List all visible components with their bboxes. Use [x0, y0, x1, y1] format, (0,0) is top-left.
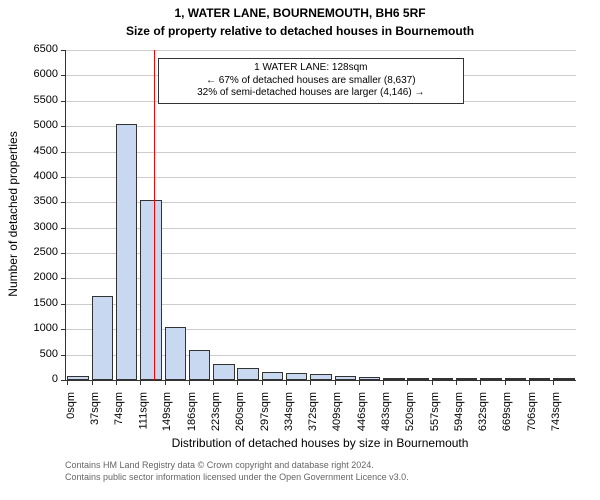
gridline — [66, 152, 576, 153]
x-tick-label: 0sqm — [64, 392, 76, 419]
x-tick-label: 149sqm — [162, 392, 174, 431]
x-tick-label: 37sqm — [89, 392, 101, 425]
x-tick-label: 111sqm — [137, 392, 149, 430]
x-tick-label: 594sqm — [453, 392, 465, 431]
y-tick-label: 3500 — [34, 195, 58, 207]
histogram-bar — [262, 372, 283, 380]
y-tick-label: 5500 — [34, 94, 58, 106]
histogram-bar — [116, 124, 137, 380]
histogram-bar — [286, 373, 307, 380]
histogram-bar — [92, 296, 113, 380]
y-tick-label: 0 — [52, 373, 58, 385]
histogram-bar — [529, 378, 550, 380]
histogram-bar — [383, 378, 404, 380]
y-tick-label: 2000 — [34, 271, 58, 283]
chart-title-line1: 1, WATER LANE, BOURNEMOUTH, BH6 5RF — [0, 6, 600, 20]
annotation-line: 1 WATER LANE: 128sqm — [167, 62, 455, 75]
y-tick-label: 5000 — [34, 119, 58, 131]
histogram-bar — [67, 376, 88, 380]
annotation-line: ← 67% of detached houses are smaller (8,… — [167, 75, 455, 88]
y-tick-label: 6000 — [34, 68, 58, 80]
attribution-text: Contains HM Land Registry data © Crown c… — [65, 460, 409, 483]
y-tick-label: 6500 — [34, 43, 58, 55]
x-axis-label: Distribution of detached houses by size … — [65, 436, 575, 450]
histogram-bar — [213, 364, 234, 380]
x-tick-label: 669sqm — [502, 392, 514, 431]
histogram-bar — [553, 378, 574, 380]
y-axis-label: Number of detached properties — [6, 114, 20, 314]
histogram-bar — [165, 327, 186, 380]
histogram-bar — [310, 374, 331, 380]
gridline — [66, 50, 576, 51]
x-tick-label: 483sqm — [380, 392, 392, 431]
x-tick-label: 260sqm — [234, 392, 246, 431]
gridline — [66, 177, 576, 178]
annotation-line: 32% of semi-detached houses are larger (… — [167, 87, 455, 100]
histogram-bar — [480, 378, 501, 380]
y-tick-label: 1000 — [34, 322, 58, 334]
histogram-bar — [237, 368, 258, 380]
histogram-bar — [456, 378, 477, 380]
x-tick-label: 186sqm — [186, 392, 198, 431]
histogram-bar — [407, 378, 428, 380]
chart-container: 1, WATER LANE, BOURNEMOUTH, BH6 5RF Size… — [0, 0, 600, 500]
chart-title-line2: Size of property relative to detached ho… — [0, 24, 600, 38]
reference-line — [154, 50, 155, 380]
y-tick-label: 4500 — [34, 145, 58, 157]
histogram-bar — [359, 377, 380, 380]
x-tick-label: 706sqm — [526, 392, 538, 431]
plot-area: 0500100015002000250030003500400045005000… — [65, 50, 576, 381]
y-tick-label: 2500 — [34, 246, 58, 258]
y-tick-label: 1500 — [34, 297, 58, 309]
x-tick-label: 409sqm — [332, 392, 344, 431]
x-tick-label: 632sqm — [477, 392, 489, 431]
x-tick-label: 446sqm — [356, 392, 368, 431]
histogram-bar — [140, 200, 161, 380]
x-tick-label: 520sqm — [404, 392, 416, 431]
x-tick-label: 334sqm — [283, 392, 295, 431]
x-tick-label: 743sqm — [550, 392, 562, 431]
x-tick-label: 223sqm — [210, 392, 222, 431]
attribution-line2: Contains public sector information licen… — [65, 472, 409, 484]
annotation-box: 1 WATER LANE: 128sqm← 67% of detached ho… — [158, 58, 464, 104]
histogram-bar — [432, 378, 453, 380]
y-tick-label: 500 — [40, 348, 58, 360]
y-tick-label: 3000 — [34, 221, 58, 233]
x-tick-label: 372sqm — [307, 392, 319, 431]
x-tick-label: 557sqm — [429, 392, 441, 431]
histogram-bar — [505, 378, 526, 380]
gridline — [66, 126, 576, 127]
attribution-line1: Contains HM Land Registry data © Crown c… — [65, 460, 409, 472]
x-tick-label: 297sqm — [259, 392, 271, 431]
x-tick-label: 74sqm — [113, 392, 125, 425]
histogram-bar — [189, 350, 210, 380]
histogram-bar — [335, 376, 356, 380]
y-tick-label: 4000 — [34, 170, 58, 182]
